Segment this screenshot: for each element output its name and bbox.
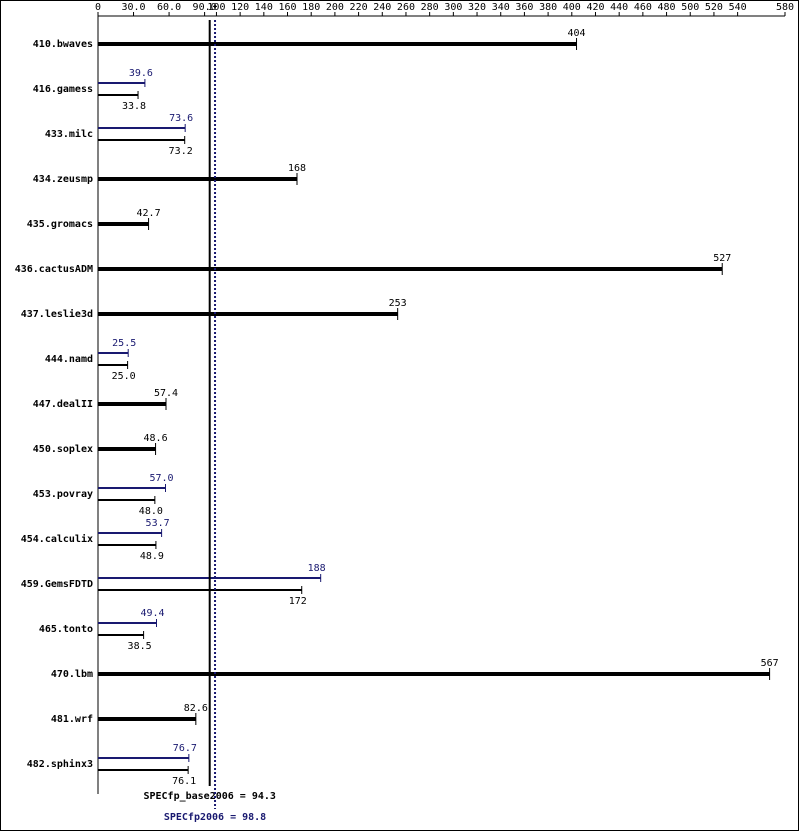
value-label: 253 bbox=[389, 298, 407, 309]
value-label: 188 bbox=[308, 563, 326, 574]
category-label: 470.lbm bbox=[51, 669, 93, 680]
x-tick-label: 480 bbox=[658, 2, 676, 13]
x-tick-label: 220 bbox=[350, 2, 368, 13]
x-tick-label: 60.0 bbox=[157, 2, 181, 13]
x-tick-label: 320 bbox=[468, 2, 486, 13]
value-label: 48.6 bbox=[144, 433, 168, 444]
x-tick-label: 500 bbox=[681, 2, 699, 13]
value-label: 39.6 bbox=[129, 68, 153, 79]
category-label: 453.povray bbox=[33, 489, 93, 500]
value-label: 57.0 bbox=[149, 473, 173, 484]
x-tick-label: 120 bbox=[231, 2, 249, 13]
x-tick-label: 160 bbox=[278, 2, 296, 13]
category-label: 450.soplex bbox=[33, 444, 93, 455]
x-tick-label: 30.0 bbox=[121, 2, 145, 13]
category-label: 435.gromacs bbox=[27, 219, 93, 230]
category-label: 465.tonto bbox=[39, 624, 93, 635]
value-label: 48.9 bbox=[140, 551, 164, 562]
value-label: 168 bbox=[288, 163, 306, 174]
x-tick-label: 340 bbox=[492, 2, 510, 13]
x-tick-label: 520 bbox=[705, 2, 723, 13]
value-label: 48.0 bbox=[139, 506, 163, 517]
category-label: 447.dealII bbox=[33, 399, 93, 410]
x-tick-label: 100 bbox=[207, 2, 225, 13]
category-label: 454.calculix bbox=[21, 533, 93, 545]
x-tick-label: 540 bbox=[729, 2, 747, 13]
value-label: 76.7 bbox=[173, 743, 197, 754]
category-label: 434.zeusmp bbox=[33, 174, 93, 185]
value-label: 49.4 bbox=[140, 608, 164, 619]
x-tick-label: 380 bbox=[539, 2, 557, 13]
value-label: 76.1 bbox=[172, 776, 196, 787]
category-label: 459.GemsFDTD bbox=[21, 579, 93, 590]
x-tick-label: 0 bbox=[95, 2, 101, 13]
value-label: 38.5 bbox=[128, 641, 152, 652]
x-tick-label: 300 bbox=[444, 2, 462, 13]
x-tick-label: 240 bbox=[373, 2, 391, 13]
category-label: 481.wrf bbox=[51, 714, 93, 725]
value-label: 567 bbox=[761, 658, 779, 669]
x-tick-label: 260 bbox=[397, 2, 415, 13]
x-tick-label: 360 bbox=[515, 2, 533, 13]
category-label: 444.namd bbox=[45, 354, 93, 365]
x-tick-label: 440 bbox=[610, 2, 628, 13]
value-label: 404 bbox=[567, 28, 585, 39]
x-tick-label: 180 bbox=[302, 2, 320, 13]
category-label: 433.milc bbox=[45, 128, 93, 140]
reference-label: SPECfp2006 = 98.8 bbox=[164, 812, 266, 823]
x-tick-label: 90.0 bbox=[193, 2, 217, 13]
category-label: 416.gamess bbox=[33, 84, 93, 95]
x-tick-label: 580 bbox=[776, 2, 794, 13]
x-tick-label: 280 bbox=[421, 2, 439, 13]
value-label: 73.2 bbox=[169, 146, 193, 157]
x-tick-label: 400 bbox=[563, 2, 581, 13]
x-tick-label: 200 bbox=[326, 2, 344, 13]
value-label: 82.6 bbox=[184, 703, 208, 714]
category-label: 437.leslie3d bbox=[21, 308, 93, 320]
value-label: 25.5 bbox=[112, 338, 136, 349]
category-label: 482.sphinx3 bbox=[27, 758, 93, 770]
category-label: 410.bwaves bbox=[33, 39, 93, 50]
value-label: 25.0 bbox=[112, 371, 136, 382]
value-label: 53.7 bbox=[146, 518, 170, 529]
reference-label: SPECfp_base2006 = 94.3 bbox=[143, 791, 275, 802]
value-label: 172 bbox=[289, 596, 307, 607]
value-label: 42.7 bbox=[137, 208, 161, 219]
x-tick-label: 420 bbox=[586, 2, 604, 13]
value-label: 73.6 bbox=[169, 113, 193, 124]
value-label: 527 bbox=[713, 253, 731, 264]
x-tick-label: 140 bbox=[255, 2, 273, 13]
value-label: 57.4 bbox=[154, 388, 178, 399]
x-tick-label: 460 bbox=[634, 2, 652, 13]
value-label: 33.8 bbox=[122, 101, 146, 112]
category-label: 436.cactusADM bbox=[15, 264, 93, 275]
